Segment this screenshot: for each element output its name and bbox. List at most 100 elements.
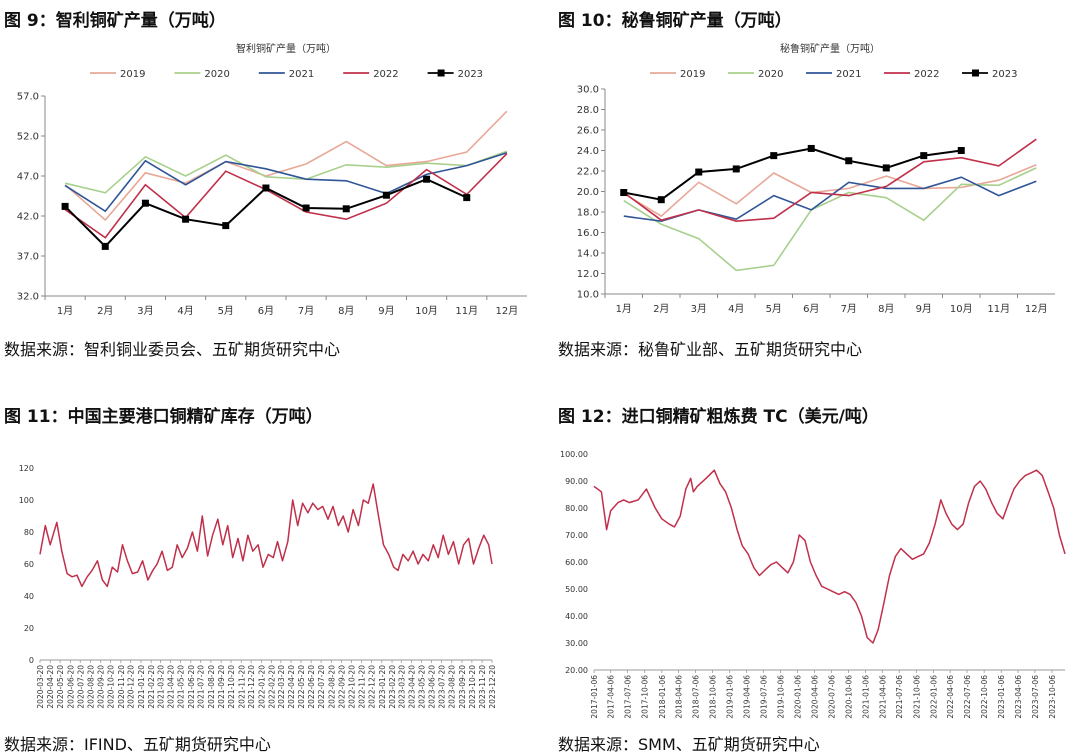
x-tick-label: 2021-05-20 xyxy=(177,665,186,709)
x-tick-label: 2017-04-06 xyxy=(607,675,616,719)
source-tc-fee: 数据来源：SMM、五矿期货研究中心 xyxy=(558,735,820,754)
data-point-2023 xyxy=(695,168,703,176)
y-tick-label: 47.0 xyxy=(17,172,39,183)
series-line xyxy=(593,469,1066,644)
y-tick-label: 12.0 xyxy=(577,269,599,280)
legend-label-2021: 2021 xyxy=(836,69,861,80)
y-tick-label: 40.00 xyxy=(565,612,588,621)
y-tick-label: 26.0 xyxy=(577,126,599,137)
x-tick-label: 2021-04-20 xyxy=(167,665,176,709)
data-point-2023 xyxy=(61,202,69,210)
y-tick-label: 20 xyxy=(24,624,34,633)
x-tick-label: 2022-12-20 xyxy=(368,665,377,709)
legend-label-2022: 2022 xyxy=(373,69,398,80)
tc-fee-chart: 100.00 90.00 80.00 70.00 60.00 50.00 40.00 30.0… xyxy=(560,450,1066,719)
series-line-2020 xyxy=(623,167,1037,272)
x-tick-label: 2023-08-20 xyxy=(448,665,457,709)
panel-title-tc-fee: 图 12：进口铜精矿粗炼费 TC（美元/吨） xyxy=(558,407,879,427)
y-tick-label: 57.0 xyxy=(17,92,39,103)
x-tick-label: 2021-03-20 xyxy=(156,665,165,709)
x-tick-label: 2022-10-20 xyxy=(347,665,356,709)
y-tick-label: 52.0 xyxy=(17,132,39,143)
y-tick-label: 60.00 xyxy=(565,558,588,567)
x-tick-label: 2022-06-20 xyxy=(307,665,316,709)
x-tick-label: 3月 xyxy=(691,303,707,315)
y-tick-label: 0 xyxy=(29,656,34,665)
series-line-2023 xyxy=(623,147,962,201)
x-tick-label: 2022-07-06 xyxy=(963,675,972,719)
x-tick-label: 2023-04-06 xyxy=(1014,675,1023,719)
x-tick-label: 2020-12-20 xyxy=(127,665,136,709)
x-tick-label: 2019-01-06 xyxy=(726,675,735,719)
x-tick-label: 8月 xyxy=(338,305,354,317)
legend-label-2020: 2020 xyxy=(204,69,229,80)
y-tick-label: 32.0 xyxy=(17,292,39,303)
peru-copper-chart: 秘鲁铜矿产量（万吨） 2019 2020 2021 2022 2023 30.0 28.0 26… xyxy=(577,42,1055,315)
y-tick-label: 30.00 xyxy=(565,639,588,648)
series-line-2022 xyxy=(64,153,508,239)
x-tick-label: 2023-10-06 xyxy=(1048,675,1057,719)
x-tick-label: 9月 xyxy=(378,305,394,317)
x-tick-label: 2018-01-06 xyxy=(658,675,667,719)
x-tick-label: 2021-11-20 xyxy=(237,665,246,709)
x-tick-label: 3月 xyxy=(137,305,153,317)
x-tick-label: 2020-01-06 xyxy=(794,675,803,719)
y-tick-label: 14.0 xyxy=(577,249,599,260)
x-tick-label: 2020-04-20 xyxy=(46,665,55,709)
y-tick-label: 80 xyxy=(24,528,34,537)
x-tick-label: 2020-03-20 xyxy=(36,665,45,709)
x-tick-label: 2023-07-20 xyxy=(438,665,447,709)
x-tick-label: 5月 xyxy=(218,305,234,317)
series-line-2019 xyxy=(64,110,508,222)
data-point-2023 xyxy=(101,242,109,250)
x-tick-label: 2023-01-06 xyxy=(997,675,1006,719)
data-point-2023 xyxy=(657,196,665,204)
y-tick-label: 10.0 xyxy=(577,290,599,301)
y-tick-label: 40 xyxy=(24,592,34,601)
y-tick-label: 50.00 xyxy=(565,585,588,594)
legend-marker-2023 xyxy=(972,69,979,77)
x-tick-label: 2019-10-06 xyxy=(776,675,785,719)
x-tick-label: 2023-02-20 xyxy=(388,665,397,709)
x-tick-label: 12月 xyxy=(496,305,519,317)
x-tick-label: 2019-04-06 xyxy=(742,675,751,719)
x-tick-label: 2022-07-20 xyxy=(317,665,326,709)
x-tick-label: 2018-04-06 xyxy=(675,675,684,719)
y-tick-label: 30.0 xyxy=(577,85,599,96)
data-point-2023 xyxy=(463,194,471,202)
x-tick-label: 2023-01-20 xyxy=(378,665,387,709)
x-tick-label: 2021-07-06 xyxy=(895,675,904,719)
x-tick-label: 10月 xyxy=(415,305,438,317)
y-tick-label: 24.0 xyxy=(577,146,599,157)
x-tick-label: 2020-05-20 xyxy=(56,665,65,709)
x-tick-label: 2021-10-06 xyxy=(912,675,921,719)
x-tick-label: 2023-03-20 xyxy=(397,665,406,709)
series-line-2022 xyxy=(623,138,1037,223)
x-tick-label: 1月 xyxy=(57,305,73,317)
x-tick-label: 2020-07-06 xyxy=(827,675,836,719)
x-tick-label: 2023-09-20 xyxy=(458,665,467,709)
x-tick-label: 2022-05-20 xyxy=(297,665,306,709)
series-line-2021 xyxy=(623,176,1037,223)
series-line-2019 xyxy=(623,164,1037,218)
x-tick-label: 2022-03-20 xyxy=(277,665,286,709)
y-tick-label: 37.0 xyxy=(17,252,39,263)
y-tick-label: 80.00 xyxy=(565,504,588,513)
data-point-2023 xyxy=(732,165,740,173)
legend-marker-2023 xyxy=(437,69,445,77)
y-tick-label: 20.00 xyxy=(565,666,588,675)
legend-label-2023: 2023 xyxy=(992,69,1017,80)
x-tick-label: 2018-07-06 xyxy=(691,675,700,719)
x-tick-label: 7月 xyxy=(298,305,314,317)
x-tick-label: 2021-07-20 xyxy=(197,665,206,709)
x-tick-label: 2020-08-20 xyxy=(86,665,95,709)
x-tick-label: 4月 xyxy=(728,303,744,315)
x-tick-label: 5月 xyxy=(766,303,782,315)
data-point-2023 xyxy=(957,147,965,154)
x-tick-label: 2017-01-06 xyxy=(590,675,599,719)
x-tick-label: 2023-06-20 xyxy=(428,665,437,709)
x-tick-label: 2023-04-20 xyxy=(407,665,416,709)
x-tick-label: 2023-12-20 xyxy=(488,665,497,709)
panel-title-port-inventory: 图 11：中国主要港口铜精矿库存（万吨） xyxy=(4,407,323,427)
legend-label-2022: 2022 xyxy=(914,69,939,80)
